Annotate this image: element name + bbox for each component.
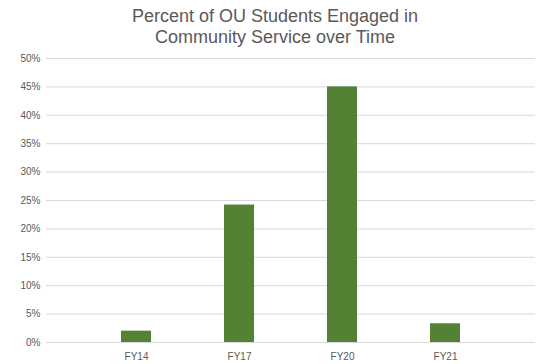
svg-text:0%: 0% xyxy=(26,337,41,348)
svg-text:FY17: FY17 xyxy=(228,351,252,362)
svg-text:FY14: FY14 xyxy=(125,351,149,362)
svg-text:50%: 50% xyxy=(20,53,40,64)
svg-text:40%: 40% xyxy=(20,110,40,121)
svg-text:FY21: FY21 xyxy=(434,351,458,362)
svg-text:15%: 15% xyxy=(20,252,40,263)
svg-text:10%: 10% xyxy=(20,280,40,291)
svg-text:FY20: FY20 xyxy=(331,351,355,362)
svg-text:5%: 5% xyxy=(26,308,41,319)
svg-text:20%: 20% xyxy=(20,223,40,234)
svg-text:30%: 30% xyxy=(20,166,40,177)
svg-text:35%: 35% xyxy=(20,138,40,149)
html-text:Percent of OU Students Engaged: Percent of OU Students Engaged in Commun… xyxy=(131,6,419,47)
svg-text:45%: 45% xyxy=(20,81,40,92)
svg-text:25%: 25% xyxy=(20,195,40,206)
